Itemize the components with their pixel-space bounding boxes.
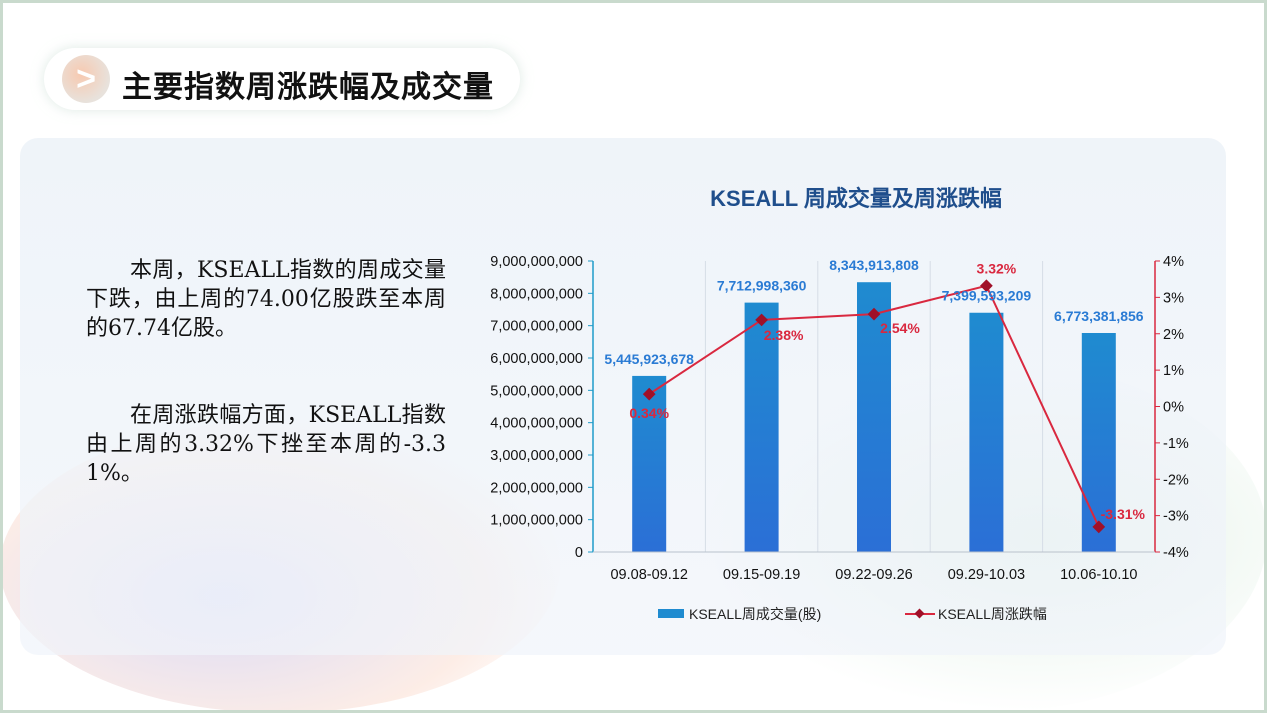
change-data-label: -3.31% <box>1101 506 1146 522</box>
left-axis-tick-label: 8,000,000,000 <box>490 286 583 302</box>
volume-data-label: 7,712,998,360 <box>717 278 807 294</box>
volume-bar <box>744 302 779 552</box>
change-data-label: 3.32% <box>977 261 1017 277</box>
left-axis-tick-label: 6,000,000,000 <box>490 351 583 367</box>
legend: KSEALL周成交量(股) KSEALL周涨跌幅 <box>658 606 1047 622</box>
chart-title: KSEALL 周成交量及周涨跌幅 <box>710 186 1002 211</box>
legend-line-label: KSEALL周涨跌幅 <box>938 606 1047 622</box>
left-axis-tick-label: 1,000,000,000 <box>490 513 583 529</box>
left-axis-tick-label: 2,000,000,000 <box>490 480 583 496</box>
right-axis-tick-label: -4% <box>1163 545 1189 561</box>
content-panel <box>20 138 1226 655</box>
volume-data-label: 8,343,913,808 <box>829 257 919 273</box>
volume-data-label: 6,773,381,856 <box>1054 308 1144 324</box>
paragraph-volume: 本周，KSEALL指数的周成交量下跌，由上周的74.00亿股跌至本周的67.74… <box>86 258 446 341</box>
x-axis-tick-label: 09.29-10.03 <box>948 567 1025 583</box>
right-axis-tick-label: 3% <box>1163 290 1184 306</box>
volume-bar <box>1081 332 1116 552</box>
left-axis-tick-label: 3,000,000,000 <box>490 448 583 464</box>
change-data-label: 2.38% <box>764 327 804 343</box>
right-axis-tick-label: 0% <box>1163 400 1184 416</box>
left-axis-tick-label: 5,000,000,000 <box>490 383 583 399</box>
legend-line-marker <box>914 608 925 619</box>
x-axis-tick-label: 09.08-09.12 <box>610 567 687 583</box>
right-axis-tick-label: -2% <box>1163 472 1189 488</box>
chevron-right-icon: > <box>62 55 110 103</box>
volume-bar <box>857 282 891 552</box>
right-axis-tick-label: 1% <box>1163 363 1184 379</box>
slide-title: 主要指数周涨跌幅及成交量 <box>122 71 494 104</box>
left-axis-tick-label: 0 <box>575 545 583 561</box>
volume-bar <box>969 312 1004 552</box>
change-data-label: 2.54% <box>880 320 920 336</box>
x-axis-tick-label: 09.15-09.19 <box>723 567 800 583</box>
paragraph-change: 在周涨跌幅方面，KSEALL指数由上周的3.32%下挫至本周的-3.31%。 <box>86 403 446 486</box>
legend-bar-swatch <box>658 609 684 618</box>
right-axis-tick-label: -3% <box>1163 509 1189 525</box>
volume-data-label: 7,399,593,209 <box>942 288 1032 304</box>
right-axis-tick-label: -1% <box>1163 436 1189 452</box>
title-bar <box>44 48 520 110</box>
volume-data-label: 5,445,923,678 <box>604 351 694 367</box>
volume-bar <box>632 375 667 552</box>
x-axis-tick-label: 09.22-09.26 <box>835 567 912 583</box>
right-axis-tick-label: 2% <box>1163 327 1184 343</box>
x-axis-tick-label: 10.06-10.10 <box>1060 567 1137 583</box>
left-axis-tick-label: 4,000,000,000 <box>490 416 583 432</box>
legend-bar-label: KSEALL周成交量(股) <box>689 606 821 622</box>
left-axis-tick-label: 9,000,000,000 <box>490 254 583 270</box>
left-axis-tick-label: 7,000,000,000 <box>490 319 583 335</box>
change-data-label: 0.34% <box>629 405 669 421</box>
right-axis-tick-label: 4% <box>1163 254 1184 270</box>
